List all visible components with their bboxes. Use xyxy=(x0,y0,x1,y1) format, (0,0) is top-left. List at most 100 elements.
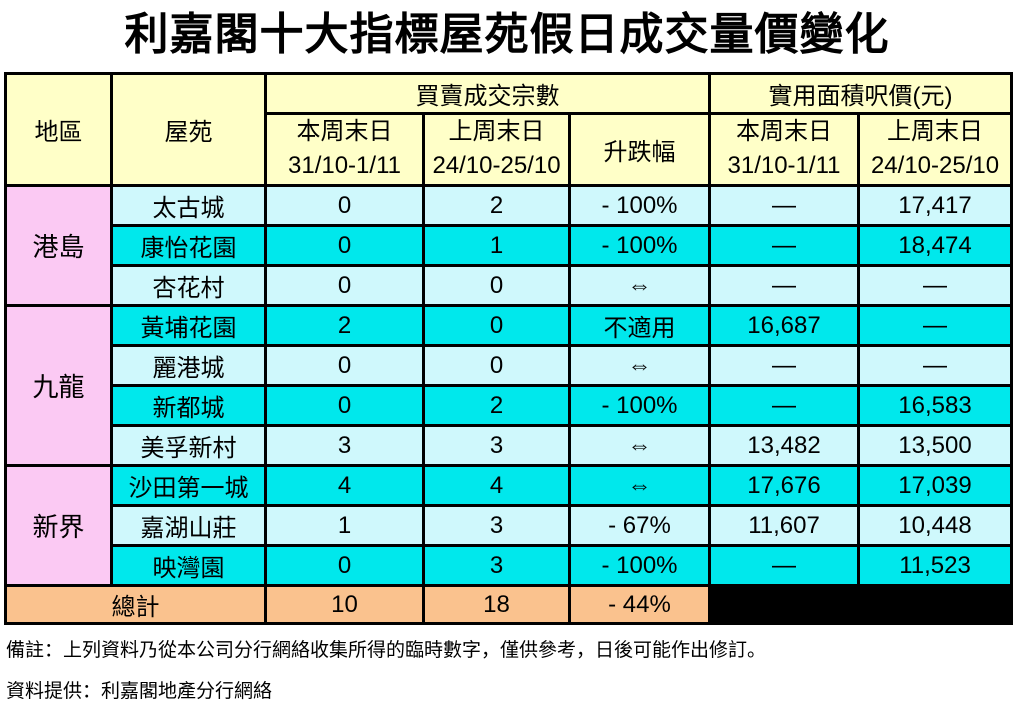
price-this-week-cell: 17,676 xyxy=(708,464,860,508)
price-last-week-cell: 17,039 xyxy=(856,464,1014,508)
price-this-week-cell: — xyxy=(708,264,860,308)
count-this-week-cell: 0 xyxy=(264,184,425,228)
change-cell: - 100% xyxy=(568,184,711,228)
count-this-week-cell: 3 xyxy=(264,424,425,468)
price-last-week-cell: 11,523 xyxy=(856,544,1014,588)
count-this-week-cell: 1 xyxy=(264,504,425,548)
estate-transactions-table: 地區 屋苑 買賣成交宗數 實用面積呎價(元) 本周末日 31/10-1/11 上… xyxy=(4,71,1014,626)
estate-cell: 杏花村 xyxy=(110,264,267,308)
estate-cell: 新都城 xyxy=(110,384,267,428)
header-price-group: 實用面積呎價(元) xyxy=(707,71,1014,115)
price-last-week-cell: — xyxy=(856,264,1014,308)
total-count-last-week-cell: 18 xyxy=(422,584,571,626)
table-row: 麗港城 0 0 ⇔ — — xyxy=(6,344,1014,388)
header-count-last-week-dates: 24/10-25/10 xyxy=(432,152,561,180)
header-price-this-week-label: 本周末日 xyxy=(736,117,832,145)
change-cell: - 100% xyxy=(568,544,711,588)
page-title: 利嘉閣十大指標屋苑假日成交量價變化 xyxy=(124,10,890,59)
region-cell: 港島 xyxy=(4,184,113,308)
estate-cell: 映灣園 xyxy=(110,544,267,588)
table-row: 九龍 黃埔花園 2 0 不適用 16,687 — xyxy=(4,304,1014,468)
count-last-week-cell: 0 xyxy=(422,264,571,308)
header-count-this-week-label: 本周末日 xyxy=(296,117,393,145)
region-cell: 九龍 xyxy=(4,304,113,468)
estate-cell: 嘉湖山莊 xyxy=(110,504,267,548)
header-price-last-week-dates: 24/10-25/10 xyxy=(870,152,1000,180)
price-this-week-cell: 11,607 xyxy=(708,504,860,548)
count-this-week-cell: 0 xyxy=(264,344,425,388)
count-this-week-cell: 2 xyxy=(264,304,425,348)
footnote-remark: 備註：上列資料乃從本公司分行網絡收集所得的臨時數字，僅供參考，日後可能作出修訂。 xyxy=(6,640,767,662)
table-row: 杏花村 0 0 ⇔ — — xyxy=(6,264,1014,308)
header-count-this-week: 本周末日 31/10-1/11 xyxy=(264,111,425,188)
price-last-week-cell: 16,583 xyxy=(856,384,1014,428)
count-last-week-cell: 4 xyxy=(422,464,571,508)
table-row: 新界 沙田第一城 4 4 ⇔ 17,676 17,039 xyxy=(4,464,1014,588)
estate-cell: 沙田第一城 xyxy=(110,464,267,508)
table-row: 港島 太古城 0 2 - 100% — 17,417 xyxy=(4,184,1014,308)
change-cell: - 100% xyxy=(568,384,711,428)
change-cell: ⇔ xyxy=(568,344,711,388)
price-this-week-cell: 16,687 xyxy=(708,304,860,348)
header-price-last-week: 上周末日 24/10-25/10 xyxy=(856,111,1014,188)
header-price-last-week-label: 上周末日 xyxy=(887,117,983,145)
price-last-week-cell: 13,500 xyxy=(856,424,1014,468)
count-this-week-cell: 0 xyxy=(264,264,425,308)
total-change-cell: - 44% xyxy=(568,584,711,626)
price-last-week-cell: — xyxy=(856,304,1014,348)
header-price-this-week-dates: 31/10-1/11 xyxy=(727,152,841,180)
header-count-this-week-dates: 31/10-1/11 xyxy=(288,152,401,180)
price-this-week-cell: — xyxy=(708,544,860,588)
count-last-week-cell: 0 xyxy=(422,344,571,388)
change-cell: - 67% xyxy=(568,504,711,548)
header-price-this-week: 本周末日 31/10-1/11 xyxy=(708,111,860,188)
total-row: 總計 10 18 - 44% xyxy=(4,584,1014,626)
price-last-week-cell: 18,474 xyxy=(856,224,1014,268)
estate-cell: 康怡花園 xyxy=(110,224,267,268)
header-transactions-group: 買賣成交宗數 xyxy=(264,71,711,115)
estate-cell: 美孚新村 xyxy=(110,424,267,468)
count-last-week-cell: 3 xyxy=(422,544,571,588)
count-last-week-cell: 2 xyxy=(422,384,571,428)
count-last-week-cell: 2 xyxy=(422,184,571,228)
price-last-week-cell: 17,417 xyxy=(856,184,1014,228)
price-this-week-cell: — xyxy=(708,344,860,388)
table-row: 映灣園 0 3 - 100% — 11,523 xyxy=(6,544,1014,588)
count-last-week-cell: 3 xyxy=(422,504,571,548)
table-row: 嘉湖山莊 1 3 - 67% 11,607 10,448 xyxy=(6,504,1014,548)
table-row: 康怡花園 0 1 - 100% — 18,474 xyxy=(6,224,1014,268)
estate-cell: 黃埔花園 xyxy=(110,304,267,348)
price-this-week-cell: 13,482 xyxy=(708,424,860,468)
change-cell: - 100% xyxy=(568,224,711,268)
header-change: 升跌幅 xyxy=(568,111,711,188)
estate-cell: 太古城 xyxy=(110,184,267,228)
footnote-source: 資料提供：利嘉閣地產分行網絡 xyxy=(6,680,273,702)
count-last-week-cell: 3 xyxy=(422,424,571,468)
header-estate: 屋苑 xyxy=(110,71,267,188)
table-row: 新都城 0 2 - 100% — 16,583 xyxy=(6,384,1014,428)
total-label-cell: 總計 xyxy=(4,584,267,626)
header-count-last-week-label: 上周末日 xyxy=(448,117,545,145)
price-this-week-cell: — xyxy=(708,184,860,228)
table-row: 美孚新村 3 3 ⇔ 13,482 13,500 xyxy=(6,424,1014,468)
price-this-week-cell: — xyxy=(708,224,860,268)
total-count-this-week-cell: 10 xyxy=(264,584,425,626)
count-last-week-cell: 1 xyxy=(422,224,571,268)
count-last-week-cell: 0 xyxy=(422,304,571,348)
header-count-last-week: 上周末日 24/10-25/10 xyxy=(422,111,571,188)
price-last-week-cell: — xyxy=(856,344,1014,388)
count-this-week-cell: 0 xyxy=(264,224,425,268)
blacked-out-cell xyxy=(707,584,1014,626)
estate-cell: 麗港城 xyxy=(110,344,267,388)
price-last-week-cell: 10,448 xyxy=(856,504,1014,548)
count-this-week-cell: 0 xyxy=(264,384,425,428)
region-cell: 新界 xyxy=(4,464,113,588)
change-cell: 不適用 xyxy=(568,304,711,348)
change-cell: ⇔ xyxy=(568,264,711,308)
price-this-week-cell: — xyxy=(708,384,860,428)
footnotes: 備註：上列資料乃從本公司分行網絡收集所得的臨時數字，僅供參考，日後可能作出修訂。… xyxy=(6,639,1008,704)
count-this-week-cell: 4 xyxy=(264,464,425,508)
count-this-week-cell: 0 xyxy=(264,544,425,588)
change-cell: ⇔ xyxy=(568,424,711,468)
header-region: 地區 xyxy=(4,71,113,188)
